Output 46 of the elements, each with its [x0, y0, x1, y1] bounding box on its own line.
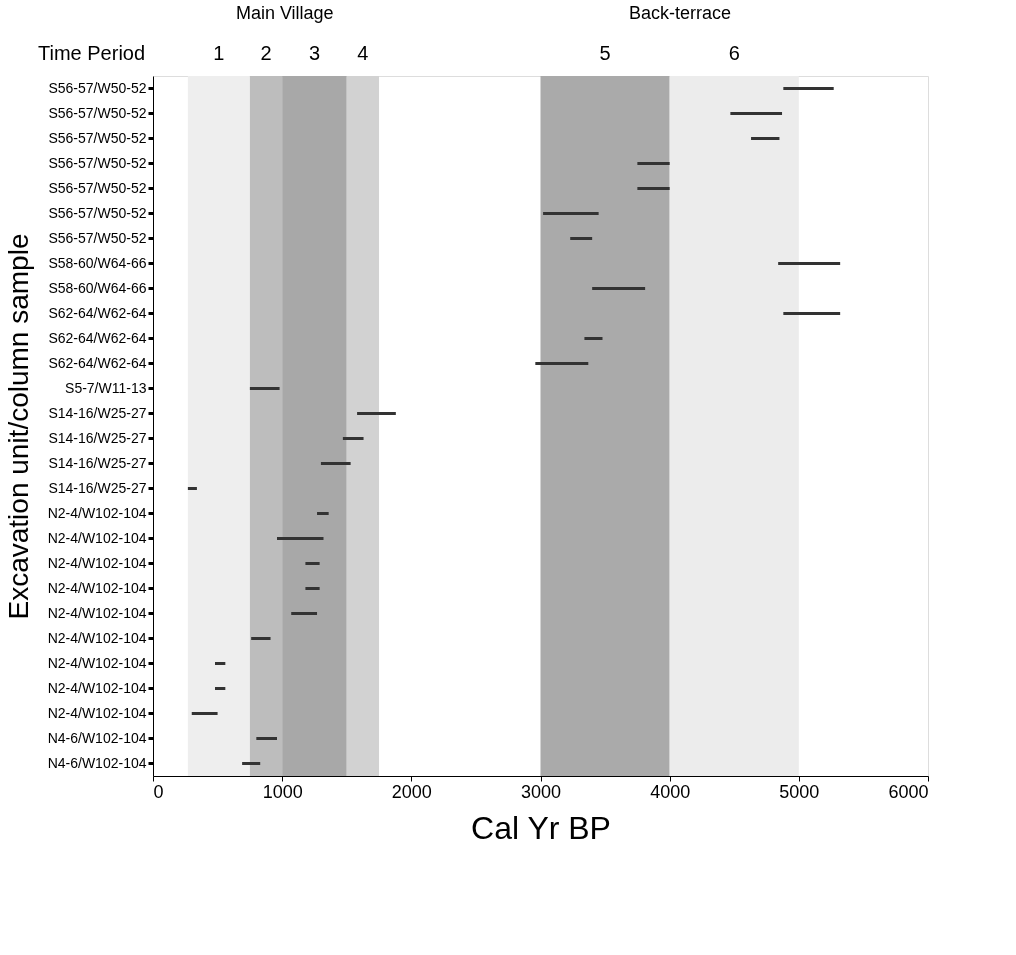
band-label: 5 — [599, 42, 611, 64]
y-tick-label: S62-64/W62-64 — [48, 329, 147, 346]
y-tick-label: S56-57/W50-52 — [48, 179, 147, 196]
band-label: 3 — [308, 42, 321, 64]
y-tick-label: N2-4/W102-104 — [47, 679, 147, 696]
y-tick-label: S14-16/W25-27 — [48, 429, 147, 446]
band-label: 6 — [728, 42, 740, 64]
y-tick-label: S56-57/W50-52 — [48, 204, 147, 221]
y-tick-label: S62-64/W62-64 — [48, 354, 147, 371]
y-tick-label: S56-57/W50-52 — [48, 229, 147, 246]
y-tick-label: S62-64/W62-64 — [48, 304, 147, 321]
legend-title: Time Period — [38, 42, 146, 64]
y-tick-label: S56-57/W50-52 — [48, 79, 147, 96]
y-tick-label: S56-57/W50-52 — [48, 154, 147, 171]
y-tick-label: N2-4/W102-104 — [47, 554, 147, 571]
y-tick-label: N2-4/W102-104 — [47, 704, 147, 721]
band-label: 2 — [260, 42, 272, 64]
y-tick-label: N4-6/W102-104 — [47, 729, 147, 746]
y-tick-label: S14-16/W25-27 — [48, 479, 147, 496]
x-tick-label: 0 — [153, 781, 164, 802]
y-axis-title: Excavation unit/column sample — [2, 233, 34, 620]
band-label: 1 — [213, 42, 225, 64]
y-tick-label: N2-4/W102-104 — [47, 629, 147, 646]
band-label: 4 — [357, 42, 369, 64]
x-tick-label: 3000 — [520, 781, 562, 802]
y-tick-label: S56-57/W50-52 — [48, 129, 147, 146]
y-tick-label: N2-4/W102-104 — [47, 654, 147, 671]
y-tick-label: N2-4/W102-104 — [47, 579, 147, 596]
y-tick-label: N2-4/W102-104 — [47, 604, 147, 621]
y-tick-label: S14-16/W25-27 — [48, 404, 147, 421]
y-tick-label: N2-4/W102-104 — [47, 504, 147, 521]
y-tick-label: S58-60/W64-66 — [48, 279, 147, 296]
x-tick-label: 4000 — [650, 781, 691, 802]
x-tick-label: 2000 — [391, 781, 432, 802]
y-tick-label: N2-4/W102-104 — [47, 529, 147, 546]
x-tick-label: 6000 — [888, 781, 929, 802]
text: Main Village — [235, 3, 334, 23]
x-axis-title: Cal Yr BP — [471, 809, 611, 846]
y-tick-label: S56-57/W50-52 — [48, 104, 147, 121]
y-tick-label: S14-16/W25-27 — [48, 454, 147, 471]
y-tick-label: N4-6/W102-104 — [47, 754, 147, 771]
text: Back-terrace — [628, 3, 732, 23]
x-tick-label: 1000 — [262, 781, 303, 802]
y-tick-label: S58-60/W64-66 — [48, 254, 147, 271]
y-tick-label: S5-7/W11-13 — [65, 379, 147, 396]
x-tick-label: 5000 — [779, 781, 820, 802]
